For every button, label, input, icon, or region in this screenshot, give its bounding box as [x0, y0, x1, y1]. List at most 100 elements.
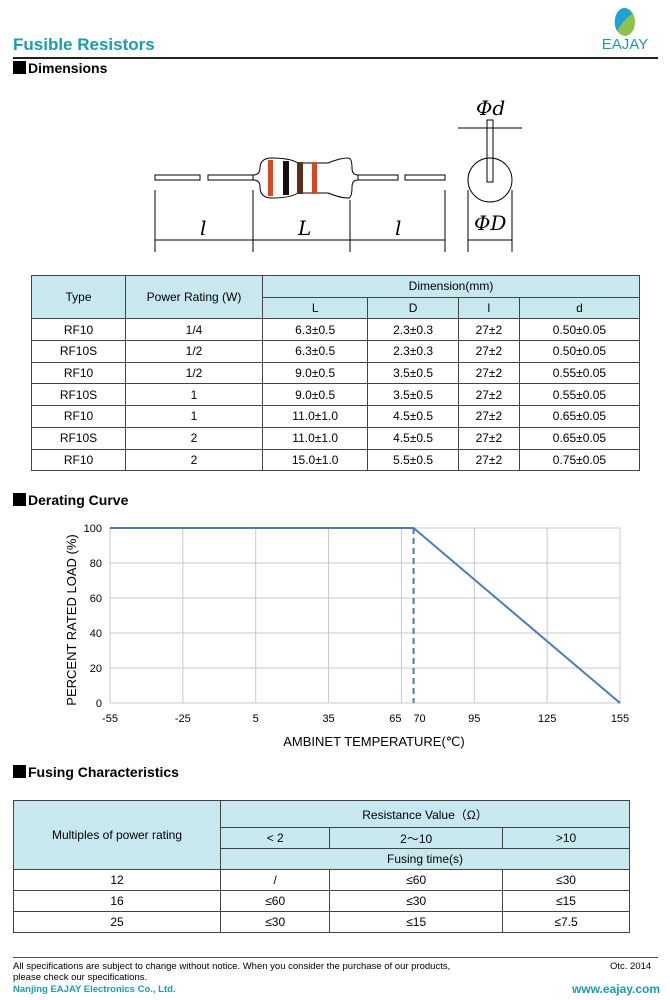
table-cell: 11.0±1.0	[261, 426, 369, 450]
page-title: Fusible Resistors	[13, 35, 155, 54]
table-cell: 5.5±0.5	[367, 448, 459, 472]
table-row: RF10S 1 9.0±0.5 3.5±0.5 27±2 0.55±0.05	[31, 383, 641, 407]
x-tick-label: 70	[413, 713, 425, 725]
table-cell: 25	[13, 911, 221, 933]
col-fusing-time: Fusing time(s)	[220, 848, 630, 870]
col-type: Type	[31, 274, 126, 320]
dim-label-L: L	[297, 216, 311, 240]
table-cell: 16	[13, 890, 221, 912]
table-cell: 1/2	[125, 361, 263, 385]
table-cell: 6.3±0.5	[261, 318, 369, 342]
table-cell: 11.0±1.0	[261, 405, 369, 428]
dimensions-table: Type Power Rating (W) Dimension(mm) L D …	[31, 274, 641, 472]
table-row: RF10S 2 11.0±1.0 4.5±0.5 27±2 0.65±0.05	[31, 426, 641, 450]
table-cell: ≤15	[502, 890, 630, 912]
table-cell: ≤60	[219, 890, 331, 912]
x-tick-label: 95	[468, 713, 480, 725]
section-dimensions: Dimensions	[13, 60, 107, 76]
x-tick-label: 35	[322, 713, 334, 725]
y-tick-label: 40	[90, 628, 102, 640]
table-cell: 9.0±0.5	[261, 361, 369, 385]
table-row: RF10 1/2 9.0±0.5 3.5±0.5 27±2 0.55±0.05	[31, 361, 641, 385]
table-row: RF10S 1/2 6.3±0.5 2.3±0.3 27±2 0.50±0.05	[31, 340, 641, 363]
fusing-table: Multiples of power rating Resistance Val…	[13, 800, 630, 933]
table-row: RF10 1/4 6.3±0.5 2.3±0.3 27±2 0.50±0.05	[31, 318, 641, 342]
table-cell: 0.50±0.05	[518, 318, 641, 342]
table-cell: 2.3±0.3	[367, 318, 459, 342]
eajay-logo: EAJAY	[590, 6, 660, 54]
table-row: RF10 2 15.0±1.0 5.5±0.5 27±2 0.75±0.05	[31, 448, 641, 472]
dim-label-l-left: l	[200, 216, 206, 240]
table-cell: ≤30	[502, 869, 630, 891]
data-point	[109, 527, 111, 529]
table-cell: 1/2	[125, 340, 263, 363]
col-d: d	[518, 296, 641, 320]
derating-line	[110, 527, 621, 704]
table-cell: 2	[125, 426, 263, 450]
table-cell: 27±2	[457, 448, 520, 472]
x-tick-label: 5	[253, 713, 259, 725]
dim-label-l-right: l	[395, 216, 401, 240]
table-cell: RF10	[31, 448, 126, 472]
table-cell: ≤60	[329, 869, 503, 891]
table-cell: 1/4	[125, 318, 263, 342]
logo-leaf-icon	[614, 7, 635, 36]
table-cell: 4.5±0.5	[367, 426, 459, 450]
col-D: D	[367, 296, 459, 320]
header-divider	[13, 57, 658, 59]
table-cell: /	[219, 869, 331, 891]
table-cell: 0.55±0.05	[518, 383, 641, 407]
x-tick-label: 125	[538, 713, 556, 725]
table-row: 16 ≤60 ≤30 ≤15	[13, 890, 630, 912]
col-resistance: Resistance Value（Ω）	[220, 800, 630, 828]
table-row: 25 ≤30 ≤15 ≤7.5	[13, 911, 630, 933]
table-cell: 2.3±0.3	[367, 340, 459, 363]
footer-notice-2: please check our specifications.	[13, 972, 148, 983]
table-cell: 27±2	[457, 426, 520, 450]
table-cell: RF10S	[31, 340, 126, 363]
table-cell: ≤30	[329, 890, 503, 912]
table-cell: ≤7.5	[502, 911, 630, 933]
table-cell: 27±2	[457, 340, 520, 363]
data-point	[619, 702, 621, 704]
table-cell: 0.50±0.05	[518, 340, 641, 363]
col-multiples: Multiples of power rating	[13, 800, 221, 870]
y-axis-label: PERCENT RATED LOAD (%)	[64, 534, 79, 705]
table-cell: ≤15	[329, 911, 503, 933]
x-tick-label: 65	[389, 713, 401, 725]
dim-label-phi-d: Φd	[476, 96, 505, 120]
col-l: l	[457, 296, 520, 320]
x-tick-label: -55	[102, 713, 118, 725]
footer-notice-1: All specifications are subject to change…	[13, 961, 451, 972]
table-cell: 3.5±0.5	[367, 383, 459, 407]
table-cell: 4.5±0.5	[367, 405, 459, 428]
col-lt2: < 2	[219, 827, 331, 849]
table-row: RF10 1 11.0±1.0 4.5±0.5 27±2 0.65±0.05	[31, 405, 641, 428]
footer-website[interactable]: www.eajay.com	[572, 982, 661, 996]
logo-text: EAJAY	[601, 36, 649, 53]
table-cell: 15.0±1.0	[261, 448, 369, 472]
col-power: Power Rating (W)	[125, 274, 263, 320]
x-tick-label: -25	[175, 713, 191, 725]
col-L: L	[261, 296, 369, 320]
x-axis-label: AMBINET TEMPERATURE(℃)	[283, 734, 464, 749]
y-tick-label: 100	[84, 523, 102, 535]
table-cell: 9.0±0.5	[261, 383, 369, 407]
table-cell: 27±2	[457, 405, 520, 428]
y-tick-label: 60	[90, 593, 102, 605]
resistor-diagram: l L l Φd ΦD	[154, 96, 522, 252]
table-cell: RF10	[31, 405, 126, 428]
data-point	[413, 527, 415, 529]
section-derating: Derating Curve	[13, 492, 128, 508]
section-fusing: Fusing Characteristics	[13, 764, 179, 780]
table-cell: 0.75±0.05	[518, 448, 641, 472]
table-row: 12/≤60 ≤30	[13, 869, 630, 891]
table-cell: 2	[125, 448, 263, 472]
x-tick-label: 155	[611, 713, 629, 725]
table-cell: RF10	[31, 361, 126, 385]
y-tick-label: 20	[90, 663, 102, 675]
dim-label-phi-D: ΦD	[474, 211, 506, 235]
col-gt10: >10	[502, 827, 630, 849]
table-cell: 27±2	[457, 361, 520, 385]
col-2to10: 2～10	[329, 827, 503, 849]
